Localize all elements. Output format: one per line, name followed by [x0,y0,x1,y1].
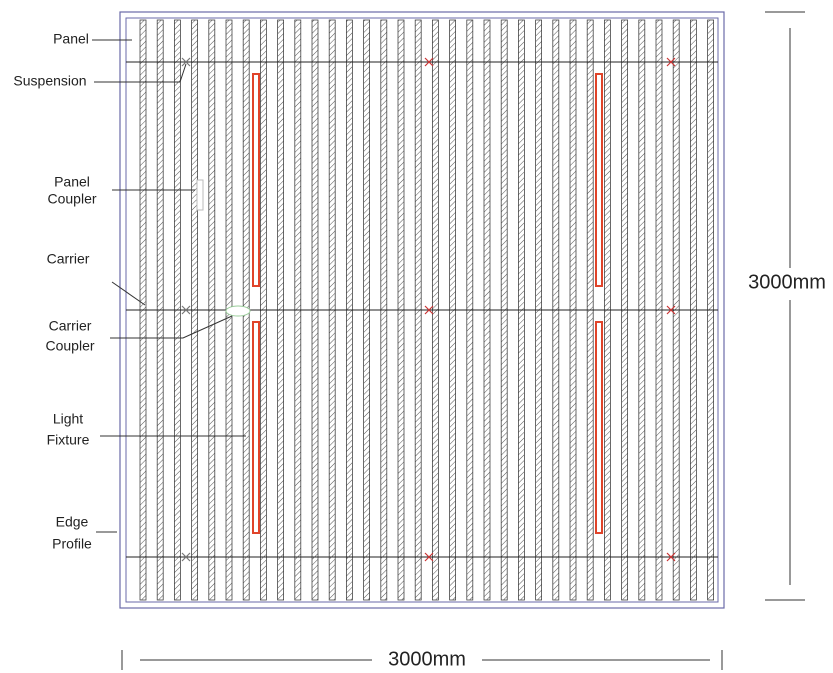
suspension [666,305,676,315]
light-fixtures [252,73,603,534]
width-label: 3000mm [388,648,466,670]
leader-lines [92,39,246,533]
suspension [666,552,676,562]
suspension [424,57,434,67]
label: Panel [53,31,89,47]
label: Carrier [49,318,92,334]
label: Edge [56,514,89,530]
label: Coupler [45,338,94,354]
label: Light [53,411,83,427]
edge-profile-outer [119,11,725,609]
label: Coupler [47,191,96,207]
suspension [424,552,434,562]
suspension [181,552,191,562]
label: Carrier [47,251,90,267]
carrier-coupler [225,305,251,317]
dimension-width [121,650,723,670]
label: Fixture [47,432,90,448]
suspension [181,305,191,315]
label: Panel [54,174,90,190]
suspension [666,57,676,67]
suspension [424,305,434,315]
suspension [181,57,191,67]
panel-coupler [196,179,204,211]
carriers [126,57,718,562]
label: Profile [52,536,92,552]
label: Suspension [13,73,86,89]
dimension-height [765,11,805,601]
height-label: 3000mm [748,271,826,293]
